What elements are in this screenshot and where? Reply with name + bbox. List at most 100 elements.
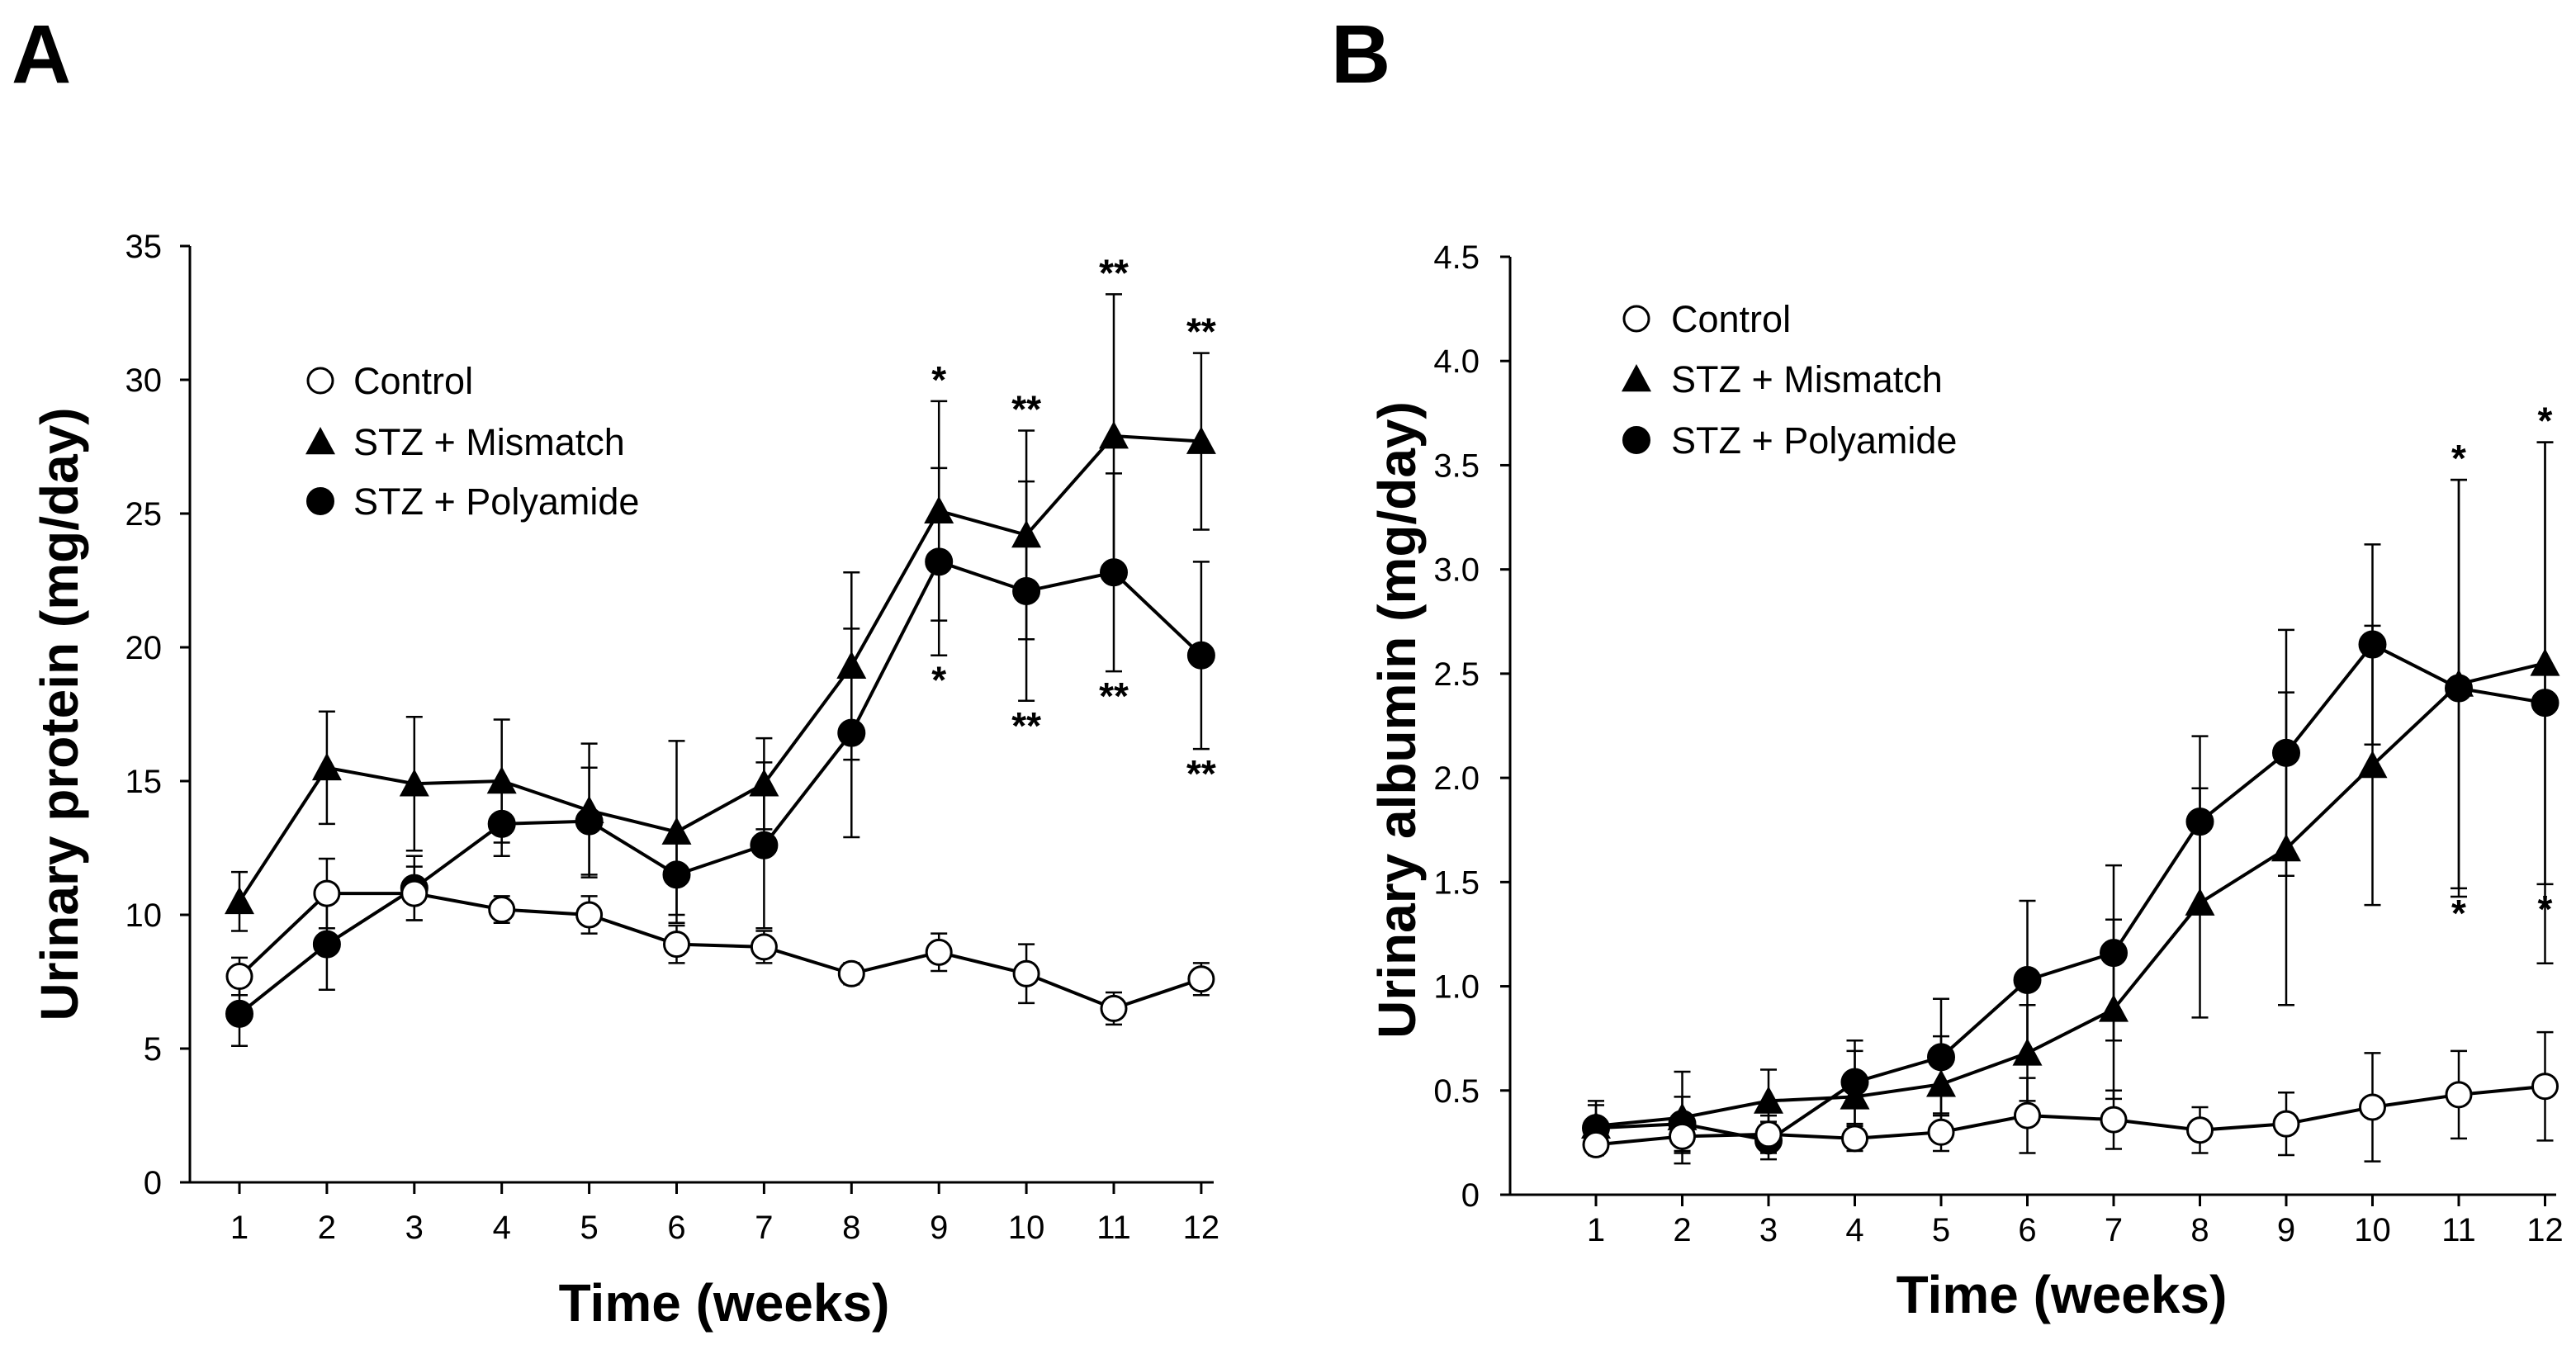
x-tick-label: 7: [2105, 1212, 2123, 1248]
data-point-stz-mismatch: [574, 795, 604, 823]
significance-marker: *: [2451, 892, 2466, 935]
x-tick-label: 9: [2277, 1212, 2295, 1248]
significance-marker: **: [1186, 310, 1216, 353]
data-point-control: [750, 933, 778, 961]
data-point-control: [2100, 1106, 2128, 1134]
x-tick-label: 1: [230, 1210, 249, 1246]
significance-marker: *: [2538, 400, 2553, 443]
y-tick-label: 0.5: [1433, 1073, 1480, 1110]
data-point-stz-polyamide: [2272, 738, 2300, 767]
x-axis-title: Time (weeks): [1896, 1265, 2228, 1324]
data-point-stz-mismatch: [1754, 1086, 1783, 1114]
significance-marker: **: [1099, 251, 1129, 294]
data-point-stz-mismatch: [2357, 750, 2388, 779]
series-line-control: [1595, 1084, 2545, 1147]
data-point-stz-polyamide: [312, 930, 341, 959]
panel-label-a: A: [12, 8, 71, 101]
data-point-stz-mismatch: [749, 769, 779, 797]
x-tick-label: 2: [318, 1210, 336, 1246]
significance-marker: **: [1011, 704, 1041, 747]
data-point-control: [2014, 1101, 2041, 1130]
data-point-stz-mismatch: [2099, 994, 2129, 1022]
significance-marker: *: [2451, 437, 2466, 480]
legend-marker-control: [306, 367, 334, 395]
data-point-stz-mismatch: [2012, 1038, 2043, 1066]
data-point-control: [925, 938, 953, 966]
x-tick-label: 3: [405, 1210, 424, 1246]
series-line-stz-polyamide: [1595, 642, 2545, 1143]
x-tick-label: 4: [493, 1210, 511, 1246]
data-point-control: [575, 901, 604, 929]
y-axis-title: Urinary albumin (mg/day): [1367, 401, 1427, 1039]
panel-label-b: B: [1331, 8, 1390, 101]
data-point-control: [488, 896, 516, 924]
x-tick-label: 7: [755, 1210, 773, 1246]
x-tick-label: 8: [2190, 1212, 2209, 1248]
data-point-control: [2445, 1081, 2473, 1109]
legend-label-stz-polyamide: STZ + Polyamide: [1671, 419, 1957, 462]
x-tick-label: 3: [1759, 1212, 1778, 1248]
data-point-control: [2531, 1073, 2559, 1101]
x-tick-label: 8: [842, 1210, 860, 1246]
data-point-stz-mismatch: [311, 752, 342, 781]
y-tick-label: 10: [125, 897, 163, 934]
y-axis-title: Urinary protein (mg/day): [30, 407, 89, 1021]
data-point-stz-polyamide: [2013, 965, 2042, 994]
legend-marker-stz-mismatch: [1622, 364, 1651, 392]
data-point-stz-mismatch: [2530, 648, 2560, 676]
data-point-stz-polyamide: [750, 831, 779, 860]
data-point-stz-mismatch: [399, 769, 429, 797]
series-line-control: [238, 892, 1202, 1011]
data-point-control: [663, 931, 690, 959]
data-point-stz-mismatch: [661, 817, 692, 845]
data-point-stz-polyamide: [837, 718, 866, 747]
y-tick-label: 1.5: [1433, 864, 1480, 901]
legend-label-stz-polyamide: STZ + Polyamide: [353, 481, 639, 523]
data-point-stz-mismatch: [1840, 1082, 1870, 1110]
x-tick-label: 2: [1673, 1212, 1691, 1248]
series-line-stz-mismatch: [238, 433, 1202, 902]
y-tick-label: 20: [125, 630, 163, 666]
x-tick-label: 11: [1096, 1210, 1131, 1246]
significance-marker: **: [1099, 675, 1129, 717]
y-tick-label: 25: [125, 496, 163, 533]
data-point-stz-polyamide: [1012, 576, 1041, 605]
data-point-control: [2186, 1116, 2214, 1144]
y-tick-label: 35: [125, 229, 163, 265]
data-point-control: [1582, 1130, 1610, 1158]
data-point-stz-polyamide: [2358, 630, 2387, 659]
data-point-stz-polyamide: [487, 809, 516, 838]
x-tick-label: 5: [1932, 1212, 1950, 1248]
legend-marker-stz-polyamide: [1622, 426, 1650, 454]
x-tick-label: 12: [1183, 1210, 1220, 1246]
data-point-stz-polyamide: [1100, 558, 1128, 587]
x-tick-label: 5: [580, 1210, 598, 1246]
x-tick-label: 12: [2526, 1212, 2564, 1248]
data-point-control: [2359, 1093, 2386, 1121]
y-tick-label: 0: [144, 1165, 162, 1201]
y-tick-label: 15: [125, 764, 163, 800]
data-point-control: [1187, 965, 1215, 993]
legend-marker-control: [1622, 305, 1650, 333]
data-point-stz-mismatch: [836, 651, 867, 679]
x-tick-label: 10: [2354, 1212, 2391, 1248]
data-point-stz-mismatch: [1581, 1111, 1611, 1139]
data-point-control: [1669, 1122, 1696, 1150]
x-tick-label: 11: [2441, 1212, 2476, 1248]
y-tick-label: 4.5: [1433, 239, 1480, 276]
legend-marker-stz-polyamide: [306, 487, 334, 515]
x-tick-label: 6: [667, 1210, 685, 1246]
significance-marker: **: [1186, 752, 1216, 795]
data-point-stz-mismatch: [1926, 1069, 1956, 1097]
data-point-stz-polyamide: [2531, 689, 2559, 717]
y-tick-label: 4.0: [1433, 343, 1480, 380]
data-point-stz-polyamide: [225, 999, 253, 1028]
data-point-stz-mismatch: [2444, 669, 2474, 697]
significance-marker: *: [931, 659, 946, 702]
x-tick-label: 10: [1008, 1210, 1045, 1246]
data-point-stz-polyamide: [2185, 807, 2214, 836]
data-point-stz-mismatch: [1186, 426, 1216, 454]
legend-label-stz-mismatch: STZ + Mismatch: [1671, 358, 1943, 400]
